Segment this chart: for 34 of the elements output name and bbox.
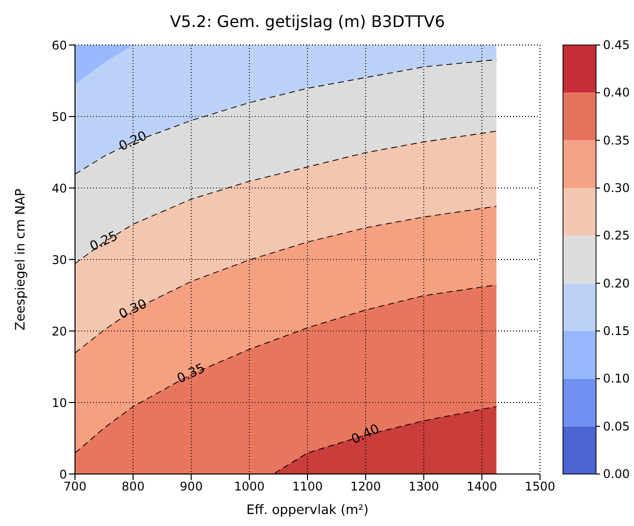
y-tick-label: 40 [52,181,67,196]
color-bar-label: 0.30 [603,181,630,195]
y-tick-label: 30 [52,252,67,267]
y-tick-label: 60 [52,38,67,52]
x-tick-label: 900 [180,480,203,494]
annotation: 0.30 [116,296,150,323]
color-bar-label: 0.05 [603,419,630,434]
y-tick-label: 0 [59,467,67,482]
color-bar-label: 0.35 [603,133,630,148]
y-tick-label: 10 [52,396,67,410]
annotation: 0.25 [88,228,120,255]
color-bar-label: 0.25 [603,228,630,243]
x-tick-label: 1100 [292,480,323,494]
x-axis-title: Eff. oppervlak (m²) [246,503,369,518]
x-tick-label: 1300 [408,480,440,494]
x-tick-label: 800 [122,480,145,494]
color-bar-label: 0.10 [603,372,630,386]
x-tick-label: 700 [64,480,86,494]
x-tick-label: 1000 [234,480,265,494]
color-bar-label: 0.45 [603,38,630,52]
color-bar-label: 0.00 [603,467,630,481]
x-tick-label: 1200 [350,480,381,494]
color-bar-label: 0.40 [603,86,630,100]
chart-title: V5.2: Gem. getijslag (m) B3DTTV6 [169,12,446,31]
y-tick-label: 50 [52,110,67,124]
x-tick-label: 1500 [524,480,556,494]
x-tick-label: 1400 [466,480,498,494]
y-tick-label: 20 [52,324,67,338]
y-axis-title: Zeespiegel in cm NAP [14,188,29,330]
color-bar-label: 0.15 [603,324,630,338]
annotation: 0.20 [116,128,150,154]
color-bar-label: 0.20 [603,276,630,290]
annotation: 0.40 [349,422,382,448]
annotation: 0.35 [174,361,208,387]
